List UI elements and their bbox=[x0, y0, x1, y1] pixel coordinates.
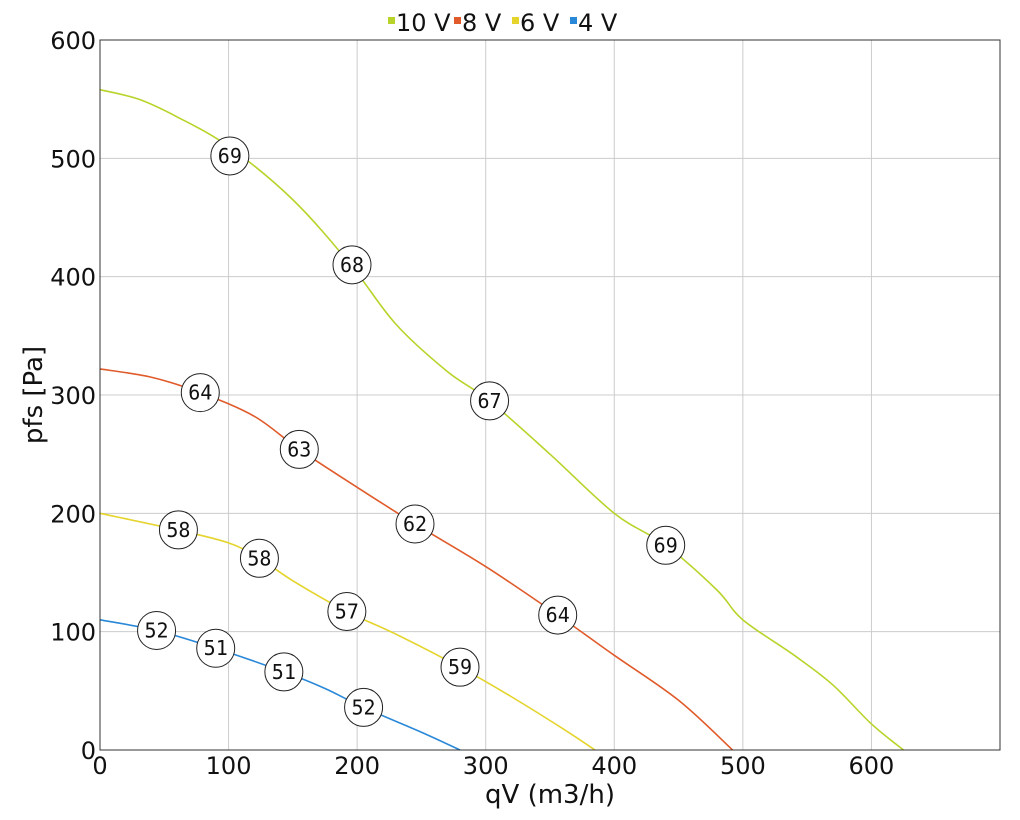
annotation-circle bbox=[470, 381, 510, 421]
annotation-circle bbox=[538, 595, 578, 635]
legend-label: 6 V bbox=[520, 9, 560, 37]
legend-item: 8 V bbox=[454, 9, 502, 37]
annotation-circle bbox=[239, 538, 279, 578]
annotation-marker: 63 bbox=[279, 429, 319, 469]
annotation-marker: 59 bbox=[440, 647, 480, 687]
annotation-label: 57 bbox=[335, 600, 359, 624]
annotation-marker: 62 bbox=[395, 504, 435, 544]
annotation-marker: 51 bbox=[196, 628, 236, 668]
x-tick-label: 400 bbox=[591, 752, 637, 780]
annotation-marker: 52 bbox=[344, 687, 384, 727]
plot-frame bbox=[99, 39, 1001, 751]
y-tick-label: 300 bbox=[50, 382, 96, 410]
legend-item: 10 V bbox=[388, 9, 451, 37]
annotation-circle bbox=[344, 687, 384, 727]
x-tick-label: 300 bbox=[463, 752, 509, 780]
annotation-label: 63 bbox=[287, 437, 311, 461]
legend-swatch bbox=[570, 17, 577, 24]
annotation-marker: 58 bbox=[239, 538, 279, 578]
annotation-circle bbox=[332, 245, 372, 285]
legend-label: 8 V bbox=[462, 9, 502, 37]
x-tick-label: 500 bbox=[720, 752, 766, 780]
y-tick-label: 400 bbox=[50, 264, 96, 292]
annotation-circle bbox=[158, 510, 198, 550]
legend-swatch bbox=[388, 17, 395, 24]
legend-label: 4 V bbox=[578, 9, 618, 37]
x-tick-label: 600 bbox=[849, 752, 895, 780]
x-tick-label: 200 bbox=[334, 752, 380, 780]
annotation-marker: 64 bbox=[180, 373, 220, 413]
annotation-circle bbox=[210, 136, 250, 176]
annotation-label: 64 bbox=[188, 381, 212, 405]
annotation-label: 58 bbox=[166, 518, 190, 542]
annotation-circle bbox=[180, 373, 220, 413]
legend-item: 4 V bbox=[570, 9, 618, 37]
x-tick-label: 0 bbox=[92, 752, 107, 780]
legend: 10 V 8 V 6 V 4 V bbox=[388, 9, 618, 37]
annotation-circle bbox=[196, 628, 236, 668]
annotation-circle bbox=[264, 652, 304, 692]
annotation-circle bbox=[395, 504, 435, 544]
annotation-marker: 68 bbox=[332, 245, 372, 285]
x-tick-label: 100 bbox=[206, 752, 252, 780]
y-axis-ticks: 0 100 200 300 400 500 600 bbox=[50, 27, 96, 765]
y-tick-label: 600 bbox=[50, 27, 96, 55]
annotation-label: 67 bbox=[478, 389, 502, 413]
annotation-circle bbox=[279, 429, 319, 469]
legend-swatch bbox=[454, 17, 461, 24]
annotation-marker: 64 bbox=[538, 595, 578, 635]
annotation-label: 58 bbox=[247, 546, 271, 570]
annotation-label: 51 bbox=[204, 636, 228, 660]
annotation-label: 51 bbox=[272, 660, 296, 684]
y-tick-label: 500 bbox=[50, 145, 96, 173]
annotation-marker: 52 bbox=[137, 610, 177, 650]
annotation-circle bbox=[137, 610, 177, 650]
y-tick-label: 100 bbox=[50, 619, 96, 647]
annotation-label: 68 bbox=[340, 253, 364, 277]
annotation-circle bbox=[327, 592, 367, 632]
annotation-label: 59 bbox=[448, 655, 472, 679]
y-axis-label: pfs [Pa] bbox=[19, 346, 49, 444]
x-axis-ticks: 0 100 200 300 400 500 600 bbox=[92, 752, 894, 780]
annotation-label: 69 bbox=[654, 533, 678, 557]
y-tick-label: 0 bbox=[81, 737, 96, 765]
legend-label: 10 V bbox=[396, 9, 451, 37]
sound-level-annotations: 69 68 67 69 64 63 62 64 58 58 57 59 52 51 51 52 bbox=[137, 136, 686, 727]
annotation-label: 62 bbox=[403, 512, 427, 536]
annotation-marker: 51 bbox=[264, 652, 304, 692]
annotation-marker: 69 bbox=[646, 525, 686, 565]
annotation-marker: 67 bbox=[470, 381, 510, 421]
legend-swatch bbox=[512, 17, 519, 24]
series-line-2 bbox=[99, 368, 734, 751]
legend-item: 6 V bbox=[512, 9, 560, 37]
annotation-circle bbox=[440, 647, 480, 687]
y-tick-label: 200 bbox=[50, 500, 96, 528]
annotation-marker: 69 bbox=[210, 136, 250, 176]
annotation-label: 69 bbox=[218, 144, 242, 168]
x-axis-label: qV (m3/h) bbox=[485, 780, 615, 810]
annotation-label: 64 bbox=[546, 603, 570, 627]
annotation-label: 52 bbox=[145, 618, 169, 642]
annotation-circle bbox=[646, 525, 686, 565]
annotation-label: 52 bbox=[352, 695, 376, 719]
annotation-marker: 58 bbox=[158, 510, 198, 550]
annotation-marker: 57 bbox=[327, 592, 367, 632]
